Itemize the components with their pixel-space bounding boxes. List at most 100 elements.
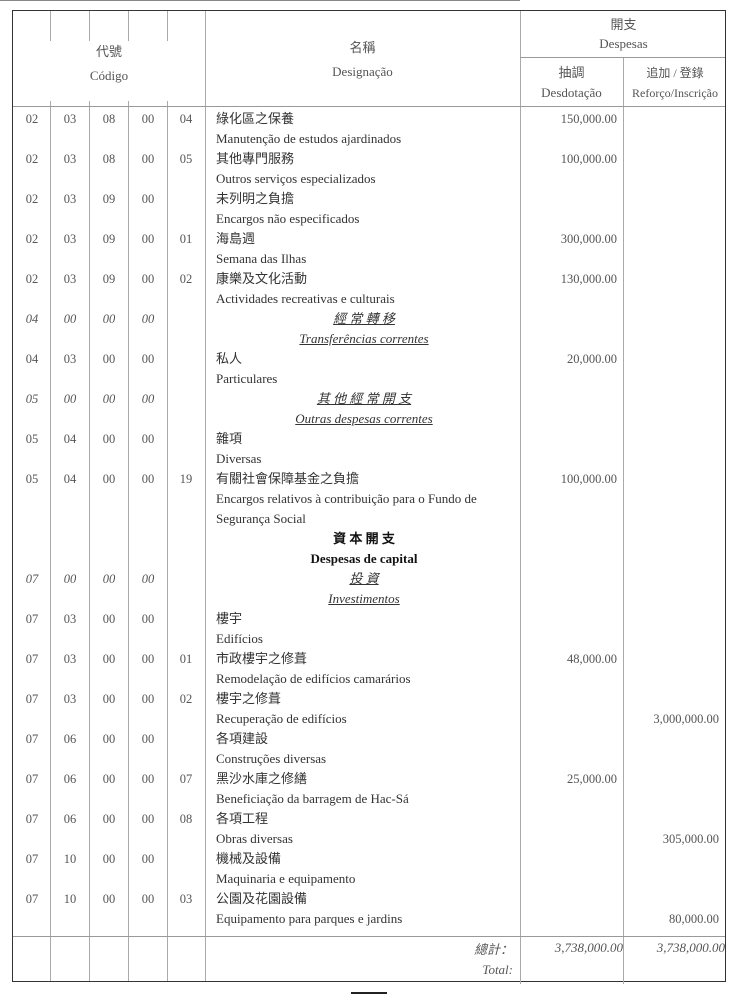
code-cell: 00 bbox=[102, 392, 116, 406]
header-designacao: 名稱 Designação bbox=[205, 37, 520, 80]
code-cell: 00 bbox=[141, 312, 155, 326]
col-divider bbox=[89, 11, 90, 981]
header-desdotacao: 抽調 Desdotação bbox=[520, 63, 623, 103]
code-cell: 07 bbox=[25, 812, 39, 826]
code-cell: 00 bbox=[141, 152, 155, 166]
table-row: 07 10 00 00 03 公園及花園設備 Equipamento para parque… bbox=[13, 889, 725, 929]
designation-zh: 其他專門服務 bbox=[216, 151, 295, 166]
col-divider bbox=[167, 11, 168, 981]
desdotacao-value: 20,000.00 bbox=[567, 352, 617, 366]
header-codigo: 代號 Código bbox=[13, 41, 205, 101]
designation-zh: 各項工程 bbox=[216, 811, 269, 826]
designation-pt: Equipamento para parques e jardins bbox=[216, 911, 403, 926]
designation-zh: 海島週 bbox=[216, 231, 256, 246]
designation-pt: Outros serviços especializados bbox=[216, 171, 376, 186]
table-body: 02 03 08 00 04 綠化區之保養 Manutenção de estudos aj… bbox=[13, 109, 725, 929]
designacao-pt: Designação bbox=[332, 64, 393, 79]
designation-zh: 機械及設備 bbox=[216, 851, 282, 866]
code-cell: 03 bbox=[63, 232, 77, 246]
code-cell: 08 bbox=[179, 812, 193, 826]
code-cell: 03 bbox=[63, 352, 77, 366]
table-row: 02 03 09 00 02 康樂及文化活動 Actividades recreativas… bbox=[13, 269, 725, 309]
code-cell: 03 bbox=[63, 612, 77, 626]
code-cell: 04 bbox=[179, 112, 193, 126]
designation-pt: Manutenção de estudos ajardinados bbox=[216, 131, 402, 146]
table-row: 02 03 09 00 未列明之負擔 Encargos não especificados bbox=[13, 189, 725, 229]
desdotacao-value: 100,000.00 bbox=[560, 152, 617, 166]
designation-zh: 黑沙水庫之修繕 bbox=[216, 771, 308, 786]
total-desdotacao: 3,738,000.00 bbox=[554, 940, 623, 955]
designation-pt: Outras despesas correntes bbox=[295, 411, 433, 426]
table-row: 05 04 00 00 19 有關社會保障基金之負擔 Encargos relativos … bbox=[13, 469, 725, 529]
code-cell: 08 bbox=[102, 112, 116, 126]
designation-zh: 未列明之負擔 bbox=[216, 191, 295, 206]
code-cell: 03 bbox=[63, 152, 77, 166]
code-cell: 00 bbox=[141, 612, 155, 626]
table-row: 02 03 08 00 04 綠化區之保養 Manutenção de estudos aj… bbox=[13, 109, 725, 149]
code-cell: 07 bbox=[25, 852, 39, 866]
code-cell: 02 bbox=[25, 112, 39, 126]
table-row: 04 03 00 00 私人 Particulares 20,000.00 bbox=[13, 349, 725, 389]
desdotacao-value: 48,000.00 bbox=[567, 652, 617, 666]
code-cell: 07 bbox=[25, 892, 39, 906]
designation-pt: Construções diversas bbox=[216, 751, 327, 766]
reforco-value: 3,000,000.00 bbox=[653, 712, 719, 726]
code-cell: 00 bbox=[141, 272, 155, 286]
code-cell: 02 bbox=[25, 152, 39, 166]
total-label-pt: Total: bbox=[482, 962, 513, 977]
reforco-value: 305,000.00 bbox=[662, 832, 719, 846]
code-cell: 04 bbox=[63, 472, 77, 486]
code-cell: 04 bbox=[25, 352, 39, 366]
desdotacao-value: 130,000.00 bbox=[560, 272, 617, 286]
designacao-zh: 名稱 bbox=[349, 40, 376, 55]
code-cell: 04 bbox=[63, 432, 77, 446]
code-cell: 07 bbox=[179, 772, 193, 786]
designation-pt: Actividades recreativas e culturais bbox=[216, 291, 395, 306]
designation-pt: Diversas bbox=[216, 451, 262, 466]
code-cell: 00 bbox=[102, 612, 116, 626]
desdotacao-value: 25,000.00 bbox=[567, 772, 617, 786]
code-cell: 08 bbox=[102, 152, 116, 166]
code-cell: 00 bbox=[102, 852, 116, 866]
total-reforco: 3,738,000.00 bbox=[656, 940, 725, 955]
despesas-zh: 開支 bbox=[610, 17, 637, 32]
code-cell: 10 bbox=[63, 852, 77, 866]
code-cell: 00 bbox=[141, 432, 155, 446]
designation-zh: 各項建設 bbox=[216, 731, 269, 746]
code-cell: 07 bbox=[25, 572, 39, 586]
code-cell: 00 bbox=[141, 692, 155, 706]
header-despesas: 開支 Despesas bbox=[520, 15, 727, 53]
reforco-zh: 追加 / 登錄 bbox=[646, 66, 704, 80]
code-cell: 07 bbox=[25, 692, 39, 706]
table-row: 07 03 00 00 樓宇 Edifícios bbox=[13, 609, 725, 649]
code-cell: 07 bbox=[25, 732, 39, 746]
code-cell: 00 bbox=[141, 772, 155, 786]
header-divider bbox=[13, 106, 725, 107]
designation-zh: 公園及花園設備 bbox=[216, 891, 308, 906]
code-cell: 02 bbox=[179, 692, 193, 706]
table-row: 07 06 00 00 07 黑沙水庫之修繕 Beneficiação da barrage… bbox=[13, 769, 725, 809]
col-divider bbox=[520, 11, 521, 981]
table-row: 04 00 00 00 經 常 轉 移 Transferências correntes bbox=[13, 309, 725, 349]
code-cell: 00 bbox=[102, 692, 116, 706]
col-divider bbox=[520, 937, 521, 984]
code-cell: 06 bbox=[63, 772, 77, 786]
desdotacao-zh: 抽調 bbox=[558, 65, 585, 80]
code-cell: 00 bbox=[63, 312, 77, 326]
designation-zh: 投 資 bbox=[349, 571, 379, 586]
desdotacao-value: 100,000.00 bbox=[560, 472, 617, 486]
code-cell: 03 bbox=[63, 272, 77, 286]
table-row: 資 本 開 支 Despesas de capital bbox=[13, 529, 725, 569]
table-row: 02 03 09 00 01 海島週 Semana das Ilhas 300,000.00 bbox=[13, 229, 725, 269]
designation-pt: Semana das Ilhas bbox=[216, 251, 307, 266]
designation-pt: Remodelação de edifícios camarários bbox=[216, 671, 411, 686]
designation-zh: 樓宇 bbox=[216, 611, 243, 626]
table-row: 07 10 00 00 機械及設備 Maquinaria e equipamento bbox=[13, 849, 725, 889]
col-divider bbox=[128, 11, 129, 981]
code-cell: 00 bbox=[102, 472, 116, 486]
code-cell: 00 bbox=[102, 732, 116, 746]
code-cell: 00 bbox=[141, 572, 155, 586]
despesas-pt: Despesas bbox=[599, 36, 648, 51]
code-cell: 03 bbox=[179, 892, 193, 906]
code-cell: 09 bbox=[102, 192, 116, 206]
